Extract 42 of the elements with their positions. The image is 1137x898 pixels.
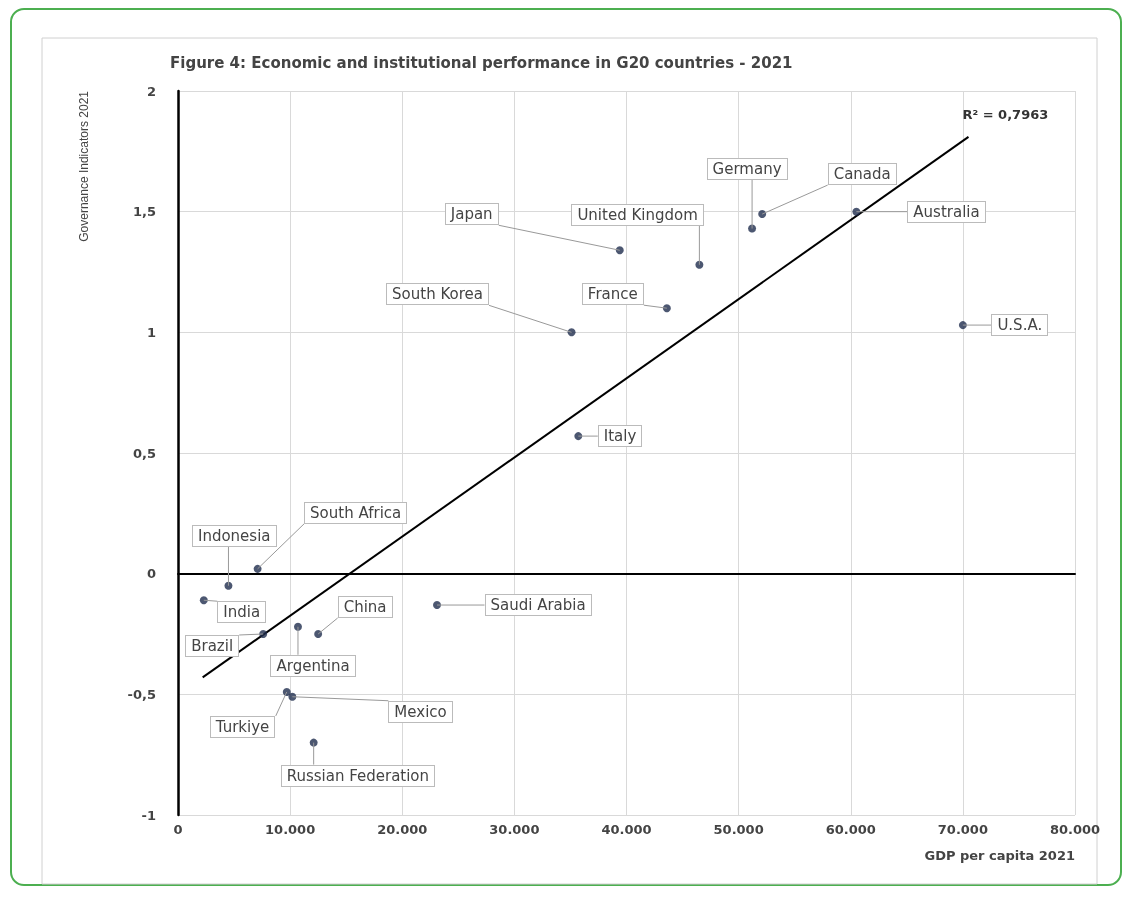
x-tick-label: 70.000 [937, 822, 988, 837]
point [567, 328, 576, 337]
annotation: U.S.A. [991, 314, 1049, 337]
annotation: Indonesia [191, 524, 277, 547]
x-tick-label: 10.000 [265, 822, 316, 837]
x-tick-label: 40.000 [601, 822, 652, 837]
point [695, 260, 704, 269]
annotation: France [581, 283, 644, 306]
y-tick-label: 0,5 [132, 445, 156, 461]
y-tick-label: 1,5 [132, 204, 156, 220]
annotation: Mexico [388, 700, 453, 723]
x-tick-label: 50.000 [713, 822, 764, 837]
annotation: Saudi Arabia [484, 594, 592, 617]
x-tick-label: 30.000 [489, 822, 540, 837]
y-tick-label: -0,5 [127, 686, 156, 702]
annotation: India [217, 601, 267, 624]
annotation: Russian Federation [280, 764, 436, 787]
point [199, 596, 208, 605]
annotation: United Kingdom [571, 203, 704, 226]
y-tick-label: 2 [146, 83, 156, 99]
annotation: Brazil [185, 635, 240, 657]
chart-title: Figure 4: Economic and institutional performance in G20 countries - 2021 [170, 53, 793, 72]
annotation: South Africa [304, 501, 408, 524]
x-tick-label: 60.000 [825, 822, 876, 837]
x-tick-label: 20.000 [377, 822, 428, 837]
annotation: Japan [444, 203, 499, 226]
x-axis-title: GDP per capita 2021 [924, 848, 1075, 863]
annotation: Canada [827, 163, 897, 186]
annotation: Germany [706, 157, 788, 180]
annotation: China [337, 596, 393, 618]
annotation: Turkiye [209, 715, 276, 738]
y-axis-title: Governance Indicators 2021 [77, 90, 91, 242]
annotation: Italy [597, 425, 643, 448]
annotation: Australia [907, 200, 986, 223]
x-tick-label: 80.000 [1049, 822, 1101, 837]
y-tick-label: -1 [141, 807, 156, 823]
y-tick-label: 1 [146, 324, 156, 340]
y-tick-label: 0 [146, 566, 156, 582]
x-tick-label: 0 [173, 822, 183, 837]
annotation: Argentina [270, 654, 356, 677]
annotation: South Korea [386, 283, 489, 306]
annotation: R² = 0,7963 [962, 106, 1049, 122]
